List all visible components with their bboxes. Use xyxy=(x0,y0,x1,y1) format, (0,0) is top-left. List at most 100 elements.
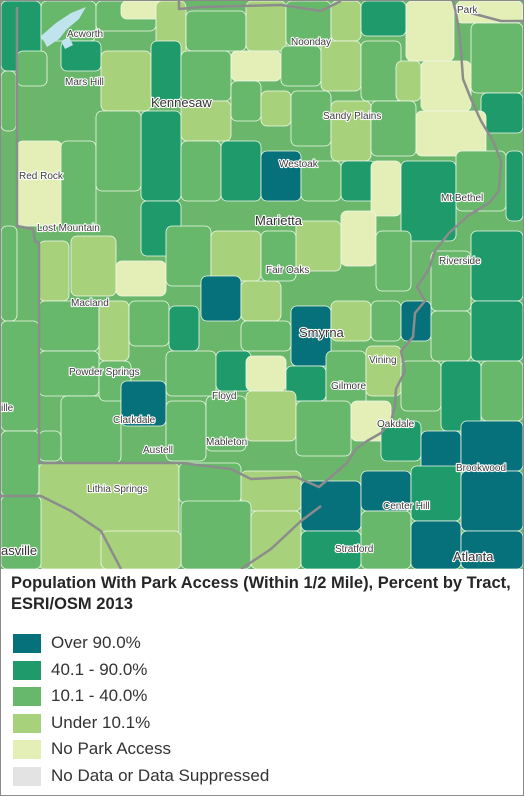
place-labels: Acworth Noonday Park Mars Hill Kennesaw Sandy… xyxy=(1,4,507,565)
place-label: Red Rock xyxy=(19,171,64,182)
census-tract[interactable] xyxy=(300,480,362,532)
place-label: Oakdale xyxy=(377,419,415,430)
census-tract[interactable] xyxy=(168,305,200,352)
place-label: Powder Springs xyxy=(69,367,140,378)
census-tract[interactable] xyxy=(430,310,472,362)
census-tract[interactable] xyxy=(295,220,342,272)
census-tract[interactable] xyxy=(70,235,117,297)
census-tract[interactable] xyxy=(370,100,417,157)
census-tract[interactable] xyxy=(360,510,412,569)
census-tract[interactable] xyxy=(280,45,322,87)
census-tract[interactable] xyxy=(200,275,242,322)
census-tract[interactable] xyxy=(95,110,142,192)
census-tract[interactable] xyxy=(360,40,402,102)
census-tract[interactable] xyxy=(1,430,40,497)
water-layer xyxy=(41,7,86,49)
census-tract[interactable] xyxy=(320,40,362,92)
map-legend: Population With Park Access (Within 1/2 … xyxy=(1,569,523,795)
tract-layer[interactable] xyxy=(1,1,523,569)
census-tract[interactable] xyxy=(38,240,70,302)
lake-allatoona xyxy=(41,7,86,47)
lake-inlet xyxy=(61,37,73,49)
census-tract[interactable] xyxy=(370,300,402,342)
census-tract[interactable] xyxy=(405,1,455,62)
place-label: Vining xyxy=(369,355,397,366)
census-tract[interactable] xyxy=(415,110,487,157)
census-tract[interactable] xyxy=(1,225,18,322)
census-tract[interactable] xyxy=(230,80,262,122)
census-tract[interactable] xyxy=(1,70,17,132)
place-label: Lost Mountain xyxy=(37,223,100,234)
census-tract[interactable] xyxy=(440,360,482,432)
census-tract[interactable] xyxy=(400,300,432,342)
legend-swatch xyxy=(13,634,41,653)
census-tract[interactable] xyxy=(340,210,377,267)
census-tract[interactable] xyxy=(180,50,232,102)
census-tract[interactable] xyxy=(460,470,523,532)
census-tract[interactable] xyxy=(128,300,170,347)
census-tract[interactable] xyxy=(16,50,48,87)
census-tract[interactable] xyxy=(505,150,523,222)
census-tract[interactable] xyxy=(180,140,222,202)
census-tract[interactable] xyxy=(330,1,362,42)
census-tract[interactable] xyxy=(60,395,122,464)
place-label: Noonday xyxy=(291,37,331,48)
census-tract[interactable] xyxy=(480,92,523,134)
legend-label: No Park Access xyxy=(51,739,171,758)
census-tract[interactable] xyxy=(250,510,302,569)
census-tract[interactable] xyxy=(370,160,402,217)
census-tract[interactable] xyxy=(470,22,523,94)
census-tract[interactable] xyxy=(240,320,292,352)
census-tract[interactable] xyxy=(165,350,217,397)
census-tract[interactable] xyxy=(230,50,282,82)
census-tract[interactable] xyxy=(180,500,252,569)
choropleth-map[interactable]: Acworth Noonday Park Mars Hill Kennesaw Sandy… xyxy=(1,1,523,569)
census-tract[interactable] xyxy=(460,530,523,569)
county-boundary xyxy=(1,1,523,569)
census-tract[interactable] xyxy=(98,300,130,362)
census-tract[interactable] xyxy=(240,280,282,322)
place-label: Sandy Plains xyxy=(323,111,381,122)
census-tract[interactable] xyxy=(245,355,287,392)
legend-label: Over 90.0% xyxy=(51,633,141,652)
census-tract[interactable] xyxy=(210,230,262,282)
census-tract[interactable] xyxy=(480,360,523,422)
place-label: Westoak xyxy=(279,159,319,170)
legend-label: 10.1 - 40.0% xyxy=(51,686,148,705)
census-tract[interactable] xyxy=(185,10,247,52)
legend-swatch xyxy=(13,687,41,706)
place-label: ille xyxy=(1,403,14,414)
legend-swatch xyxy=(13,740,41,759)
census-tract[interactable] xyxy=(330,100,372,162)
census-tract[interactable] xyxy=(395,60,422,102)
census-tract[interactable] xyxy=(38,430,62,462)
census-tract[interactable] xyxy=(360,1,407,37)
place-label: Fair Oaks xyxy=(266,265,309,276)
census-tract[interactable] xyxy=(470,300,523,362)
census-tract[interactable] xyxy=(400,360,442,412)
legend-swatch xyxy=(13,713,41,733)
place-label: Center Hill xyxy=(383,501,430,512)
census-tract[interactable] xyxy=(375,230,412,292)
census-tract[interactable] xyxy=(245,390,297,442)
census-tract[interactable] xyxy=(420,430,462,472)
census-tract[interactable] xyxy=(245,1,287,52)
census-tract[interactable] xyxy=(115,260,167,297)
census-tract[interactable] xyxy=(120,380,167,427)
census-tract[interactable] xyxy=(1,495,42,569)
census-tract[interactable] xyxy=(1,320,40,432)
census-tract[interactable] xyxy=(140,110,182,202)
map-canvas[interactable]: Acworth Noonday Park Mars Hill Kennesaw Sandy… xyxy=(1,1,523,569)
census-tract[interactable] xyxy=(100,530,182,569)
census-tract[interactable] xyxy=(220,140,262,202)
place-label: asville xyxy=(1,543,37,558)
census-tract[interactable] xyxy=(60,140,97,232)
census-tract[interactable] xyxy=(295,400,352,457)
census-tract[interactable] xyxy=(16,140,63,227)
census-tract[interactable] xyxy=(260,90,292,127)
census-tract[interactable] xyxy=(100,50,152,112)
census-tract[interactable] xyxy=(410,465,462,522)
place-label: Clarkdale xyxy=(113,415,156,426)
census-tract[interactable] xyxy=(150,40,182,102)
place-label: Atlanta xyxy=(453,549,494,564)
